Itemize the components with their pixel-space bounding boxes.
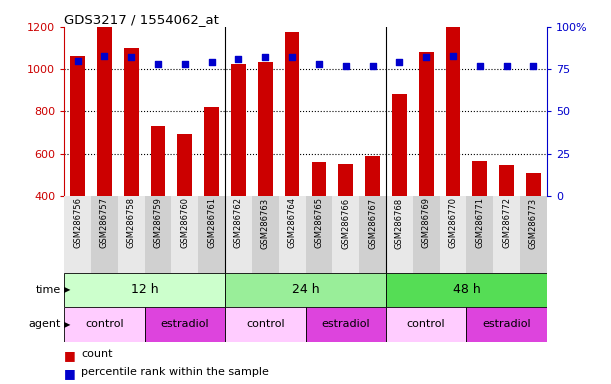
Bar bbox=[499, 165, 514, 196]
Bar bbox=[466, 307, 547, 342]
Text: ■: ■ bbox=[64, 367, 76, 380]
Text: GSM286762: GSM286762 bbox=[234, 197, 243, 248]
Bar bbox=[386, 196, 413, 273]
Bar bbox=[172, 196, 198, 273]
Bar bbox=[145, 196, 172, 273]
Point bbox=[287, 54, 297, 60]
Text: estradiol: estradiol bbox=[482, 319, 531, 329]
Bar bbox=[124, 48, 139, 196]
Text: GSM286756: GSM286756 bbox=[73, 197, 82, 248]
Point bbox=[126, 54, 136, 60]
Text: ■: ■ bbox=[64, 349, 76, 362]
Text: GSM286767: GSM286767 bbox=[368, 197, 377, 248]
Text: GSM286761: GSM286761 bbox=[207, 197, 216, 248]
Text: GSM286772: GSM286772 bbox=[502, 197, 511, 248]
Bar bbox=[526, 173, 541, 196]
Bar bbox=[252, 196, 279, 273]
Point bbox=[475, 63, 485, 69]
Bar bbox=[225, 273, 386, 307]
Text: 12 h: 12 h bbox=[131, 283, 158, 296]
Point bbox=[260, 54, 270, 60]
Bar bbox=[386, 273, 547, 307]
Bar bbox=[258, 62, 273, 196]
Text: GSM286757: GSM286757 bbox=[100, 197, 109, 248]
Text: control: control bbox=[246, 319, 285, 329]
Bar bbox=[312, 162, 326, 196]
Bar bbox=[177, 134, 192, 196]
Text: ▶: ▶ bbox=[64, 320, 70, 329]
Bar bbox=[359, 196, 386, 273]
Text: GSM286764: GSM286764 bbox=[288, 197, 296, 248]
Text: GSM286773: GSM286773 bbox=[529, 197, 538, 248]
Text: ▶: ▶ bbox=[64, 285, 70, 295]
Text: GSM286768: GSM286768 bbox=[395, 197, 404, 248]
Bar bbox=[225, 196, 252, 273]
Text: control: control bbox=[85, 319, 123, 329]
Bar bbox=[306, 196, 332, 273]
Bar bbox=[466, 196, 493, 273]
Bar bbox=[97, 27, 112, 196]
Text: time: time bbox=[36, 285, 61, 295]
Bar bbox=[413, 196, 439, 273]
Bar bbox=[225, 307, 306, 342]
Bar bbox=[198, 196, 225, 273]
Point bbox=[233, 56, 243, 62]
Bar bbox=[145, 307, 225, 342]
Bar bbox=[338, 164, 353, 196]
Point bbox=[341, 63, 351, 69]
Point bbox=[314, 61, 324, 67]
Text: GSM286769: GSM286769 bbox=[422, 197, 431, 248]
Point bbox=[368, 63, 378, 69]
Bar bbox=[118, 196, 145, 273]
Bar bbox=[472, 161, 487, 196]
Point bbox=[180, 61, 190, 67]
Text: GDS3217 / 1554062_at: GDS3217 / 1554062_at bbox=[64, 13, 219, 26]
Bar bbox=[91, 196, 118, 273]
Text: GSM286758: GSM286758 bbox=[126, 197, 136, 248]
Text: GSM286766: GSM286766 bbox=[341, 197, 350, 248]
Text: estradiol: estradiol bbox=[321, 319, 370, 329]
Text: GSM286759: GSM286759 bbox=[153, 197, 163, 248]
Point bbox=[422, 54, 431, 60]
Point bbox=[395, 59, 404, 65]
Point bbox=[207, 59, 216, 65]
Bar bbox=[231, 64, 246, 196]
Bar bbox=[365, 156, 380, 196]
Bar bbox=[279, 196, 306, 273]
Text: agent: agent bbox=[29, 319, 61, 329]
Bar bbox=[64, 307, 145, 342]
Bar bbox=[70, 56, 85, 196]
Text: GSM286765: GSM286765 bbox=[315, 197, 323, 248]
Point bbox=[153, 61, 163, 67]
Bar bbox=[419, 52, 434, 196]
Point bbox=[448, 53, 458, 59]
Text: GSM286771: GSM286771 bbox=[475, 197, 485, 248]
Bar bbox=[285, 32, 299, 196]
Bar bbox=[445, 27, 460, 196]
Bar bbox=[332, 196, 359, 273]
Bar bbox=[306, 307, 386, 342]
Text: GSM286763: GSM286763 bbox=[261, 197, 270, 248]
Bar bbox=[392, 94, 407, 196]
Text: estradiol: estradiol bbox=[161, 319, 209, 329]
Text: count: count bbox=[81, 349, 113, 359]
Point bbox=[502, 63, 511, 69]
Point bbox=[529, 63, 538, 69]
Text: GSM286760: GSM286760 bbox=[180, 197, 189, 248]
Bar bbox=[520, 196, 547, 273]
Text: 24 h: 24 h bbox=[291, 283, 320, 296]
Point bbox=[73, 58, 82, 64]
Bar bbox=[151, 126, 166, 196]
Text: GSM286770: GSM286770 bbox=[448, 197, 458, 248]
Text: percentile rank within the sample: percentile rank within the sample bbox=[81, 367, 269, 377]
Bar bbox=[493, 196, 520, 273]
Bar bbox=[439, 196, 466, 273]
Bar bbox=[64, 273, 225, 307]
Text: control: control bbox=[407, 319, 445, 329]
Bar bbox=[64, 196, 91, 273]
Bar bbox=[386, 307, 466, 342]
Text: 48 h: 48 h bbox=[453, 283, 480, 296]
Bar bbox=[204, 107, 219, 196]
Point bbox=[100, 53, 109, 59]
